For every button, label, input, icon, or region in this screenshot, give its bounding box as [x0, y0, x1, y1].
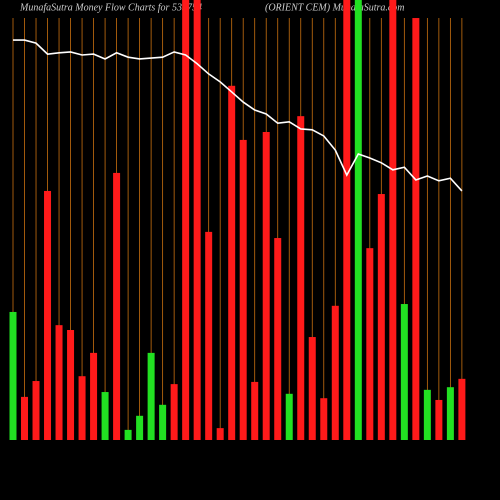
bar [44, 190, 52, 440]
bar [228, 85, 236, 441]
bar [159, 404, 167, 440]
bar [78, 376, 86, 440]
bar [170, 384, 178, 440]
bar [423, 389, 431, 440]
bar [67, 330, 75, 440]
bar [136, 415, 144, 440]
bar [412, 18, 420, 440]
bar [216, 428, 224, 440]
bar [205, 231, 213, 440]
chart-title: MunafaSutra Money Flow Charts for 535754 [19, 2, 202, 13]
bar [285, 393, 293, 440]
bar [124, 429, 132, 440]
bar [262, 132, 270, 440]
bar [331, 305, 339, 440]
bar [274, 238, 282, 440]
bar [377, 194, 385, 440]
bar [446, 387, 454, 440]
bar [308, 337, 316, 440]
bar [9, 311, 17, 440]
bar [366, 248, 374, 440]
bar [458, 378, 466, 440]
bar [101, 392, 109, 440]
bar [297, 116, 305, 440]
bar [239, 139, 247, 441]
bar [343, 0, 351, 440]
bar [389, 0, 397, 440]
bar [32, 381, 40, 440]
bar [182, 0, 190, 440]
bar [55, 325, 63, 440]
bar [147, 352, 155, 440]
bar [354, 0, 362, 440]
line [13, 39, 463, 192]
bar [193, 0, 201, 440]
bar [400, 304, 408, 440]
chart-subtitle: (ORIENT CEM) MunafaSutra.com [265, 2, 405, 13]
bar [21, 396, 29, 440]
bar [90, 352, 98, 440]
bar [320, 398, 328, 440]
bar [251, 381, 259, 440]
bar [113, 172, 121, 441]
bar [435, 399, 443, 440]
